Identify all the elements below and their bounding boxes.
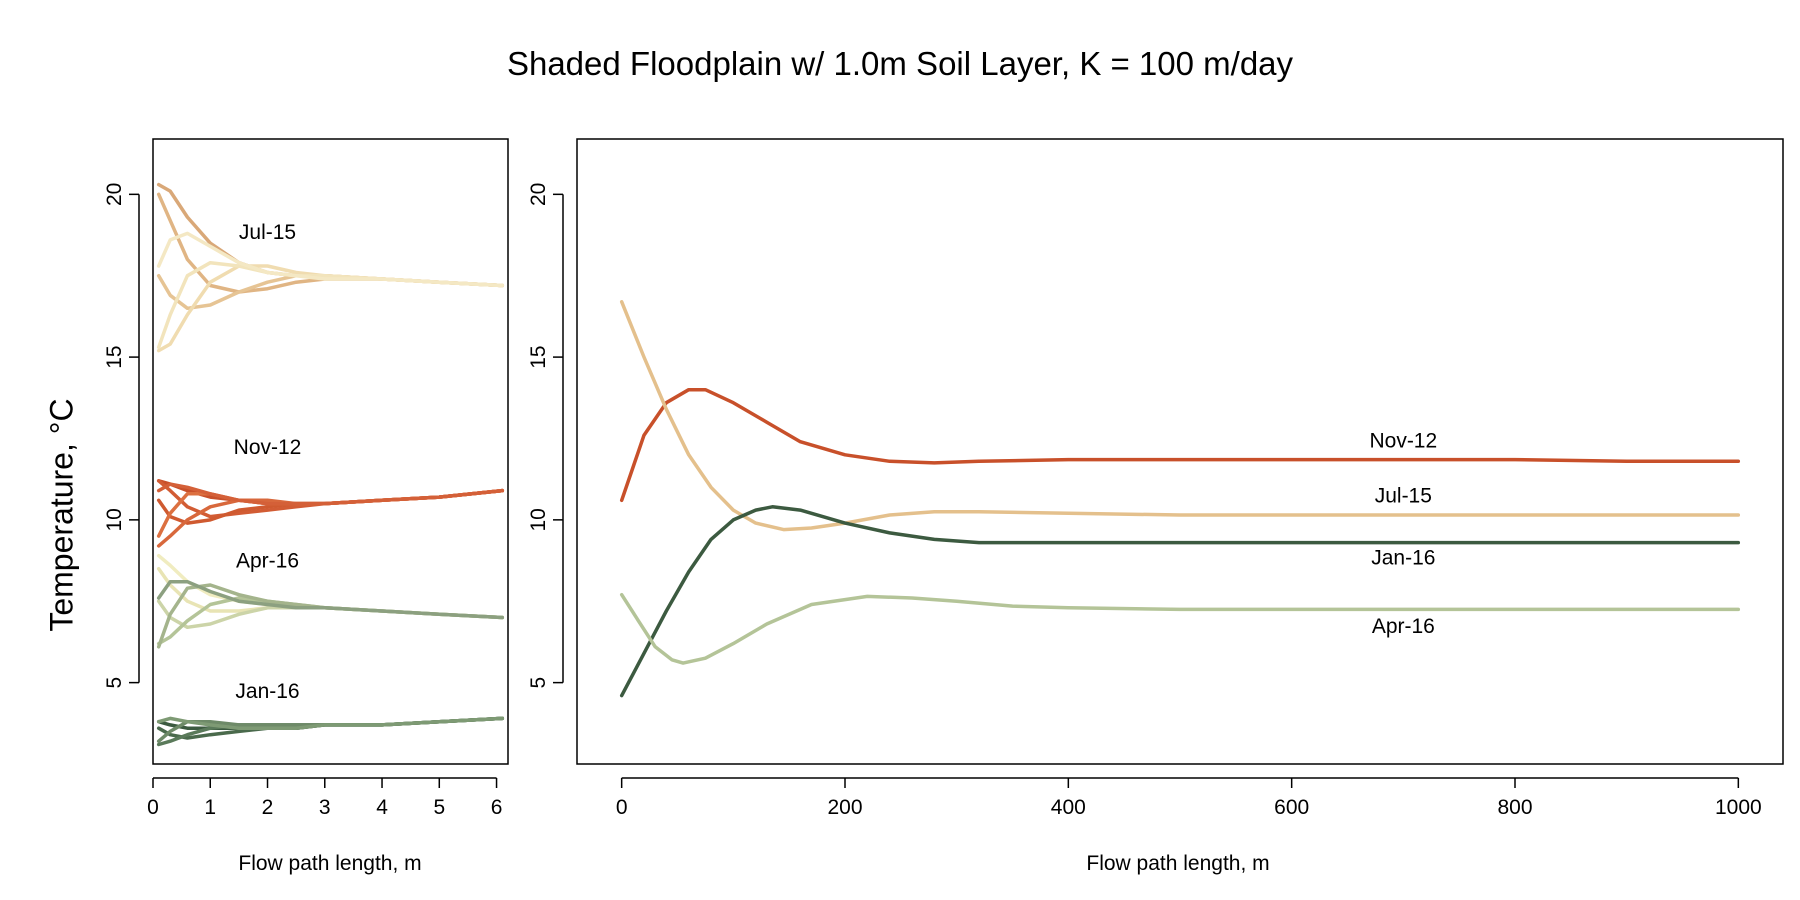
left-series-line-nov bbox=[156, 482, 505, 506]
left-y-tick-label: 20 bbox=[103, 183, 126, 206]
right-series-label: Jul-15 bbox=[1375, 485, 1432, 508]
left-x-tick-label: 3 bbox=[319, 796, 331, 819]
right-y-tick-label: 20 bbox=[527, 183, 550, 206]
right-y-tick-label: 15 bbox=[527, 345, 550, 368]
left-series-label: Apr-16 bbox=[236, 550, 299, 573]
left-series-label: Nov-12 bbox=[234, 436, 302, 459]
right-y-tick-label: 5 bbox=[527, 677, 550, 689]
left-x-tick-label: 4 bbox=[376, 796, 388, 819]
right-x-tick-label: 800 bbox=[1497, 796, 1532, 819]
left-y-tick-label: 10 bbox=[103, 508, 126, 531]
left-series-line-jul bbox=[156, 231, 505, 288]
right-series-label: Nov-12 bbox=[1369, 429, 1437, 452]
left-plot-frame bbox=[152, 138, 509, 765]
left-series-line-apr bbox=[156, 596, 505, 646]
right-x-tick-label: 0 bbox=[616, 796, 628, 819]
right-series-line-jan bbox=[619, 505, 1741, 698]
right-x-axis-label: Flow path length, m bbox=[1086, 852, 1270, 875]
right-panel: 0 200 400 600 800 1000 5 10 15 20 Nov-12 Jul-15 Jan-… bbox=[527, 138, 1784, 819]
left-panel: 0 1 2 3 4 5 6 5 10 15 20 Jul-15 Nov-12 Apr-16 Jan-16 bbox=[103, 138, 509, 819]
left-x-tick-label: 5 bbox=[433, 796, 445, 819]
left-series-label: Jan-16 bbox=[235, 680, 299, 703]
left-x-tick-label: 1 bbox=[204, 796, 216, 819]
left-series-line-apr bbox=[156, 579, 505, 620]
right-x-tick-label: 600 bbox=[1274, 796, 1309, 819]
left-series-line-jan bbox=[156, 716, 505, 730]
left-x-axis-label: Flow path length, m bbox=[238, 852, 422, 875]
right-series-label: Jan-16 bbox=[1371, 546, 1435, 569]
right-series-line-nov bbox=[619, 387, 1741, 503]
left-y-tick-label: 5 bbox=[103, 677, 126, 689]
right-series-line-jul bbox=[619, 300, 1741, 532]
right-y-tick-label: 10 bbox=[527, 508, 550, 531]
right-series-line-apr bbox=[619, 592, 1741, 665]
left-series-line-jul bbox=[156, 182, 505, 288]
left-x-tick-label: 6 bbox=[491, 796, 503, 819]
right-x-tick-label: 1000 bbox=[1715, 796, 1762, 819]
right-x-tick-label: 400 bbox=[1051, 796, 1086, 819]
right-x-tick-label: 200 bbox=[827, 796, 862, 819]
left-y-tick-label: 15 bbox=[103, 345, 126, 368]
left-x-tick-label: 2 bbox=[262, 796, 274, 819]
left-series-label: Jul-15 bbox=[239, 221, 296, 244]
left-x-tick-label: 0 bbox=[147, 796, 159, 819]
right-series-label: Apr-16 bbox=[1372, 615, 1435, 638]
right-plot-frame bbox=[576, 138, 1784, 765]
chart-title: Shaded Floodplain w/ 1.0m Soil Layer, K … bbox=[506, 45, 1294, 82]
